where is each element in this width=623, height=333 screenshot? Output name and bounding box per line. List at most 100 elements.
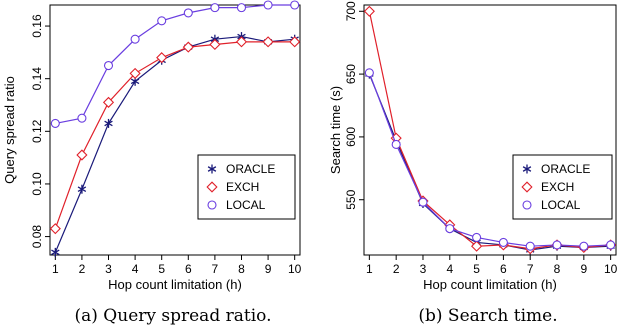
legend-label-local: LOCAL <box>226 198 266 212</box>
legend-label-local: LOCAL <box>541 198 581 212</box>
data-point-local <box>445 224 455 234</box>
data-point-exch-shape <box>262 36 274 48</box>
plot-frame <box>49 4 301 256</box>
data-point-oracle <box>104 118 113 128</box>
series-line-local <box>368 72 611 247</box>
x-tick-label: 2 <box>393 262 400 276</box>
data-point-local-shape <box>183 8 193 18</box>
x-tick-label: 1 <box>366 262 373 276</box>
legend-marker-exch <box>206 181 218 193</box>
y-tick-label: 700 <box>344 1 358 21</box>
legend-marker-oracle-stroke <box>207 166 217 172</box>
legend: ORACLE EXCH LOCAL <box>197 154 296 220</box>
chart-panel-b: 1 2 3 4 5 6 7 8 9 10 550 600 650 700 Hop count limitat… <box>328 1 618 326</box>
x-tick-label: 1 <box>52 262 59 276</box>
x-tick-label: 3 <box>420 262 427 276</box>
x-tick-label: 9 <box>580 262 587 276</box>
caption-b: (b) Search time. <box>418 306 557 326</box>
series-line-exch <box>368 11 611 250</box>
data-point-local-shape <box>130 34 140 44</box>
y-tick-label: 600 <box>344 127 358 147</box>
data-point-local-shape <box>391 139 401 149</box>
legend-marker-exch-shape <box>206 181 218 193</box>
legend-marker-oracle-stroke <box>522 166 532 172</box>
x-tick-label: 4 <box>446 262 453 276</box>
data-point-local <box>157 16 167 26</box>
y-tick-label: 650 <box>344 64 358 84</box>
data-point-exch <box>76 149 88 161</box>
data-point-oracle-stroke <box>130 78 140 85</box>
data-point-local <box>236 3 247 13</box>
x-tick-label: 2 <box>79 262 86 276</box>
data-point-local <box>130 34 140 44</box>
data-point-local-shape <box>236 3 247 13</box>
data-point-exch <box>49 223 61 235</box>
legend-label-oracle: ORACLE <box>226 162 275 176</box>
data-point-local-shape <box>364 68 374 78</box>
data-point-exch-shape <box>49 223 61 235</box>
data-point-exch-shape <box>363 5 375 17</box>
plot-frame <box>363 4 617 256</box>
data-point-local-shape <box>445 224 455 234</box>
y-tick-label: 0.08 <box>30 225 44 249</box>
data-point-local <box>418 197 428 207</box>
data-point-local-shape <box>77 113 87 123</box>
legend-label-oracle: ORACLE <box>541 162 590 176</box>
data-point-local-shape <box>290 0 300 10</box>
y-axis-title: Search time (s) <box>328 86 343 174</box>
x-tick-label: 5 <box>473 262 480 276</box>
data-point-local <box>525 241 535 251</box>
data-point-local-shape <box>525 241 535 251</box>
data-point-oracle-stroke <box>77 186 87 193</box>
data-point-local <box>210 3 220 13</box>
legend-marker-exch <box>521 181 533 193</box>
legend-marker-oracle <box>207 164 217 174</box>
series-line-exch <box>54 41 295 229</box>
legend-marker-local-shape <box>207 200 217 210</box>
chart-panel-a: 1 2 3 4 5 6 7 8 9 10 0.08 0.10 0.12 0.14 0.16 Hop count… <box>2 0 302 326</box>
x-tick-label: 9 <box>265 262 272 276</box>
data-point-local <box>183 8 193 18</box>
x-tick-label: 7 <box>212 262 219 276</box>
data-point-local-shape <box>103 60 114 71</box>
legend-marker-oracle <box>522 164 532 174</box>
data-point-exch-shape <box>289 36 301 48</box>
data-point-local-shape <box>210 3 220 13</box>
series-line-oracle <box>54 35 295 253</box>
x-tick-label: 6 <box>185 262 192 276</box>
y-axis-title: Query spread ratio <box>2 76 17 184</box>
x-axis-title: Hop count limitation (h) <box>108 277 242 292</box>
y-tick-label: 0.12 <box>30 119 44 143</box>
data-point-local <box>290 0 300 10</box>
x-tick-label: 8 <box>554 262 561 276</box>
data-point-local <box>391 139 401 149</box>
data-point-local-shape <box>157 16 167 26</box>
y-tick-label: 0.16 <box>30 14 44 38</box>
data-point-exch <box>262 36 274 48</box>
data-point-oracle <box>51 247 60 257</box>
data-point-local-shape <box>263 0 273 10</box>
data-point-local <box>77 113 87 123</box>
data-point-local-shape <box>552 240 562 250</box>
x-tick-label: 4 <box>132 262 139 276</box>
x-axis-title: Hop count limitation (h) <box>423 277 557 292</box>
data-point-local <box>552 240 562 250</box>
data-point-exch <box>471 240 483 252</box>
data-point-local <box>606 240 616 250</box>
data-point-exch <box>156 52 168 64</box>
data-point-exch-shape <box>102 96 115 108</box>
data-point-local-shape <box>579 241 589 251</box>
data-point-local-shape <box>50 118 60 128</box>
x-tick-label: 6 <box>500 262 507 276</box>
data-point-exch <box>289 36 301 48</box>
y-tick-label: 550 <box>344 189 358 209</box>
data-point-exch-shape <box>76 149 88 161</box>
x-tick-label: 3 <box>105 262 112 276</box>
data-point-exch <box>363 5 375 17</box>
x-tick-label: 5 <box>158 262 165 276</box>
data-point-exch <box>235 36 248 48</box>
data-point-oracle-stroke <box>51 249 60 256</box>
data-point-oracle <box>77 184 87 194</box>
data-point-local <box>364 68 374 78</box>
